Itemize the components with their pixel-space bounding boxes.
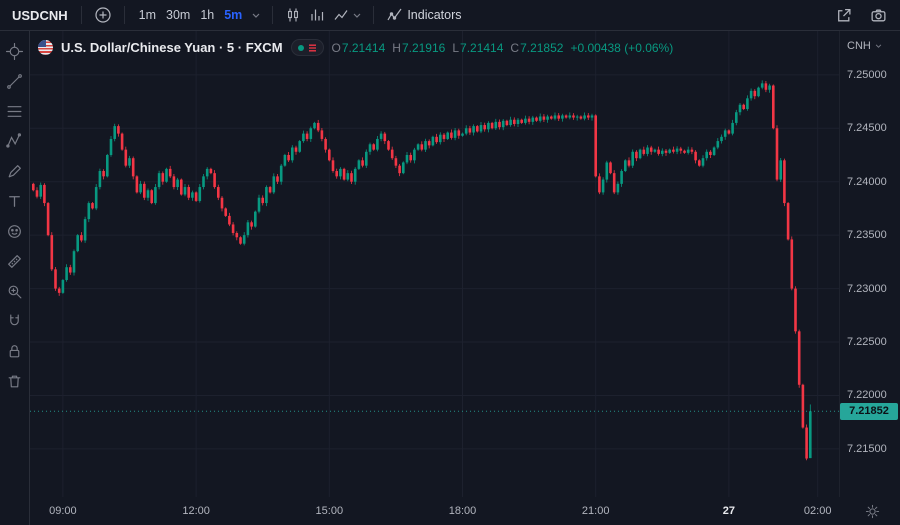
price-tick: 7.21500: [847, 442, 887, 455]
change-value: +0.00438 (+0.06%): [570, 40, 674, 55]
tool-crosshair[interactable]: [5, 41, 24, 62]
time-tick: 12:00: [182, 505, 210, 517]
emoji-icon: [8, 225, 21, 238]
candlestick-chart-icon: [288, 8, 299, 22]
chevron-down-icon: [875, 44, 882, 48]
symbol-button[interactable]: USDCNH: [8, 6, 72, 25]
chevron-down-icon: [353, 13, 361, 18]
indicators-label: Indicators: [407, 8, 462, 22]
us-flag-icon: [38, 40, 53, 55]
time-tick: 27: [722, 505, 736, 517]
high-label: H: [392, 40, 401, 55]
tool-zoom-in[interactable]: [6, 281, 23, 302]
red-lines-icon: [308, 44, 316, 51]
currency-unit-button[interactable]: CNH: [847, 40, 882, 52]
toolbar-separator: [272, 6, 274, 24]
market-open-dot-icon: [297, 44, 304, 51]
open-label: O: [331, 40, 341, 55]
timeframe-30m[interactable]: 30m: [161, 6, 195, 24]
trash-icon: [8, 375, 21, 388]
price-tick: 7.25000: [847, 68, 887, 81]
tool-emoji[interactable]: [6, 221, 23, 242]
tool-fib-retracement[interactable]: [6, 101, 23, 122]
low-value: 7.21414: [460, 40, 504, 55]
lock-icon: [9, 345, 20, 358]
plus-circle-icon: [95, 7, 111, 23]
price-tick: 7.23000: [847, 282, 887, 295]
chart-canvas[interactable]: U.S. Dollar/Chinese Yuan · 5 · FXCM O7.2…: [30, 31, 839, 497]
timeframe-1h[interactable]: 1h: [195, 6, 219, 24]
tool-text[interactable]: [6, 191, 23, 212]
gear-icon: [865, 504, 880, 519]
low-label: L: [452, 40, 460, 55]
time-tick: 02:00: [803, 505, 832, 517]
chart-legend: U.S. Dollar/Chinese Yuan · 5 · FXCM O7.2…: [38, 39, 673, 56]
screenshot-button[interactable]: [867, 4, 890, 27]
market-status-pill[interactable]: [290, 39, 324, 56]
indicators-icon: [387, 8, 402, 21]
ohlc-readout: O7.21414 H7.21916 L7.21414 C7.21852 +0.0…: [332, 41, 674, 55]
tool-measure[interactable]: [6, 251, 23, 272]
drawing-toolbar: [0, 31, 30, 525]
toolbar-separator: [123, 6, 125, 24]
crosshair-icon: [5, 42, 24, 61]
bars-chart-icon: [311, 9, 324, 21]
camera-icon: [871, 9, 886, 21]
magnet-icon: [10, 314, 19, 326]
xabcd-pattern-icon: [6, 133, 22, 148]
timeframe-5m[interactable]: 5m: [219, 6, 247, 24]
line-chart-icon: [334, 10, 348, 20]
toolbar-separator: [373, 6, 375, 24]
top-toolbar: USDCNH 1m 30m 1h 5m Indicators: [0, 0, 900, 31]
brush-icon: [8, 165, 21, 178]
high-value: 7.21916: [401, 40, 446, 55]
share-icon: [838, 8, 851, 21]
last-price-tag: 7.21852: [840, 402, 898, 420]
timeframe-1m[interactable]: 1m: [134, 6, 161, 24]
toolbar-separator: [80, 6, 82, 24]
chart-style-line-button[interactable]: [330, 4, 364, 26]
fib-retracement-icon: [7, 106, 22, 117]
price-tick: 7.22500: [847, 336, 887, 349]
tool-xabcd-pattern[interactable]: [6, 131, 23, 152]
time-axis[interactable]: 09:00 12:00 15:00 18:00 21:00 27 02:00: [30, 497, 839, 525]
time-tick: 18:00: [448, 505, 477, 517]
timeframe-group: 1m 30m 1h 5m: [134, 6, 248, 24]
axis-settings-button[interactable]: [863, 502, 882, 521]
measure-icon: [8, 255, 21, 268]
text-icon: [9, 196, 20, 207]
share-button[interactable]: [832, 4, 855, 27]
time-tick: 09:00: [49, 505, 77, 517]
tool-magnet[interactable]: [6, 311, 23, 332]
time-tick: 21:00: [581, 505, 610, 517]
price-tick: 7.24500: [847, 122, 887, 135]
tool-brush[interactable]: [6, 161, 23, 182]
chart-style-bars-button[interactable]: [306, 4, 328, 26]
trend-line-icon: [7, 74, 22, 89]
compare-add-symbol-button[interactable]: [91, 3, 115, 27]
close-value: 7.21852: [520, 40, 564, 55]
symbol-title[interactable]: U.S. Dollar/Chinese Yuan · 5 · FXCM: [61, 40, 283, 55]
time-tick: 15:00: [315, 505, 344, 517]
close-label: C: [510, 40, 520, 55]
chevron-down-icon: [252, 13, 260, 18]
currency-label: CNH: [847, 40, 871, 52]
price-axis[interactable]: CNH 7.21852 7.25000 7.24500 7.24000 7.23500…: [839, 31, 900, 497]
tool-trend-line[interactable]: [6, 71, 23, 92]
price-tick: 7.22000: [847, 389, 887, 402]
chart-style-candles-button[interactable]: [282, 4, 304, 26]
zoom-in-icon: [8, 285, 22, 299]
price-tick: 7.24000: [847, 175, 887, 188]
interval-dropdown-button[interactable]: [249, 10, 263, 21]
toolbar-right-group: [832, 4, 890, 27]
indicators-button[interactable]: Indicators: [383, 4, 464, 26]
open-value: 7.21414: [341, 40, 386, 55]
tool-trash[interactable]: [6, 371, 23, 392]
price-tick: 7.23500: [847, 229, 887, 242]
tool-lock[interactable]: [6, 341, 23, 362]
